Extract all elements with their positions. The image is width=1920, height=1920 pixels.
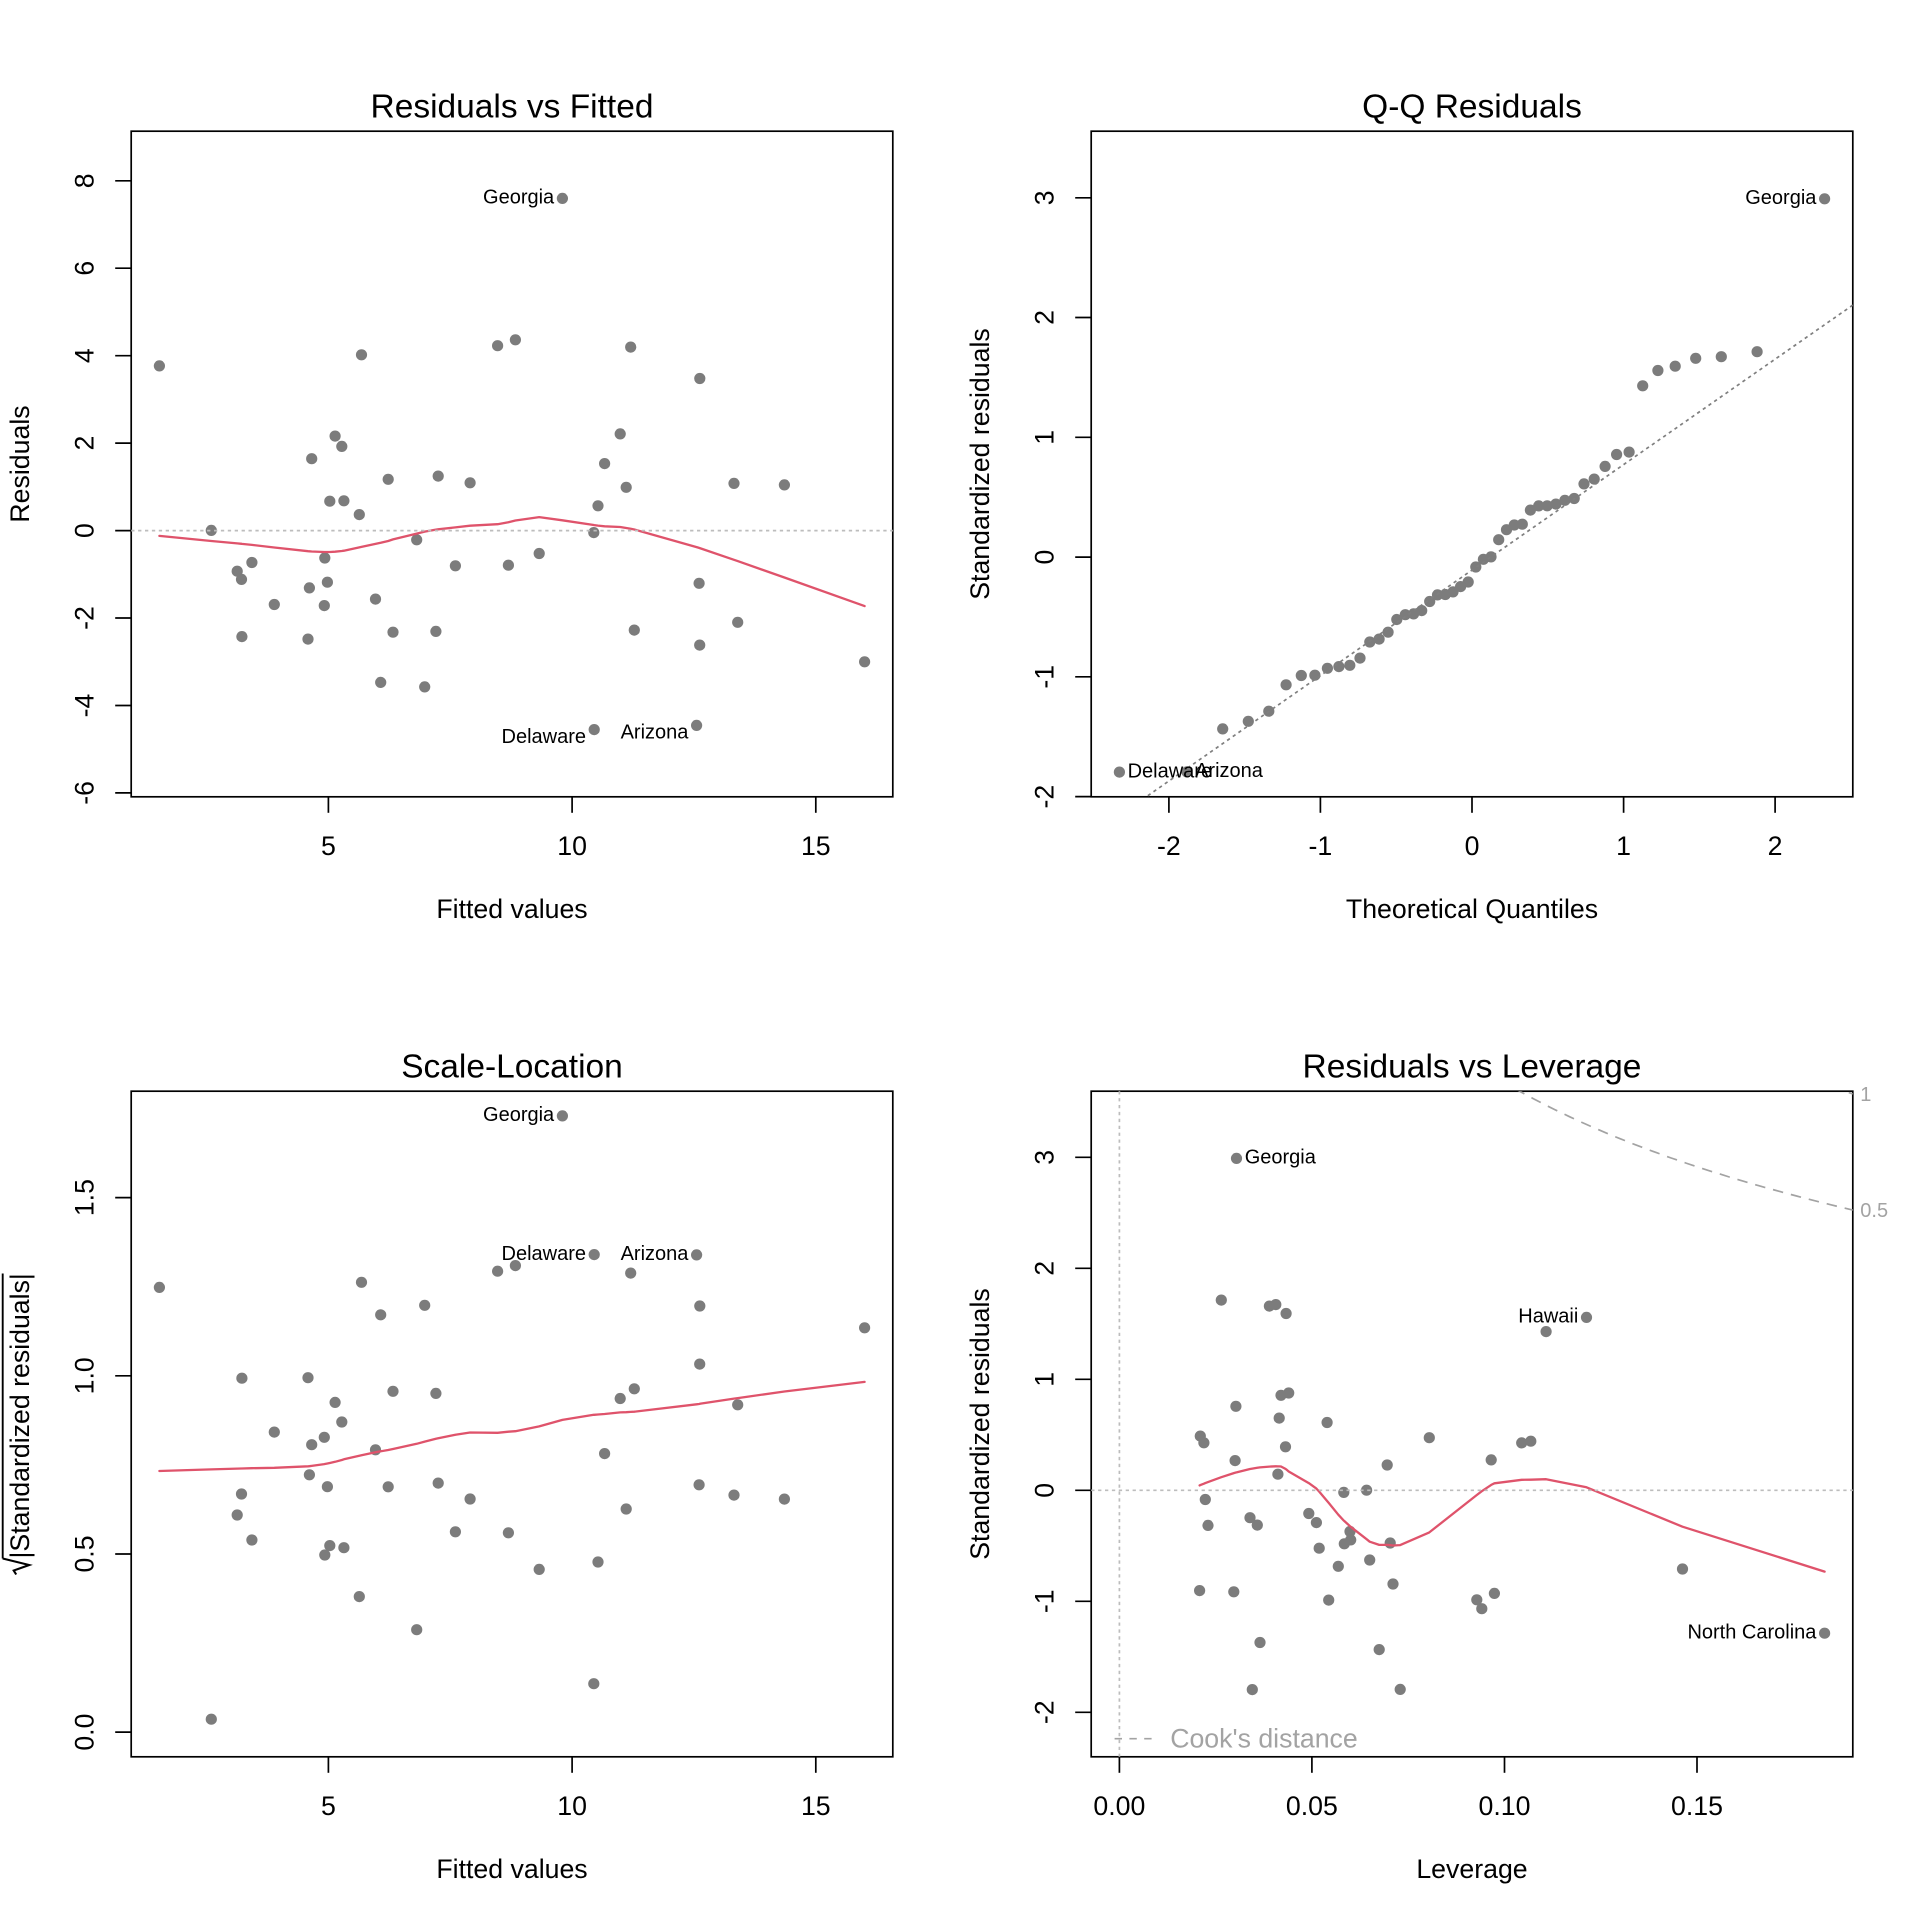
- svg-text:0: 0: [1029, 1483, 1059, 1498]
- svg-text:0.15: 0.15: [1671, 1791, 1723, 1821]
- svg-text:Residuals vs Fitted: Residuals vs Fitted: [371, 88, 654, 125]
- svg-text:-4: -4: [69, 693, 99, 717]
- svg-text:0.5: 0.5: [1860, 1200, 1888, 1222]
- svg-text:1: 1: [1616, 831, 1631, 861]
- svg-text:10: 10: [557, 831, 587, 861]
- svg-text:5: 5: [321, 1791, 336, 1821]
- svg-text:Delaware: Delaware: [502, 726, 586, 748]
- svg-text:Fitted values: Fitted values: [436, 1854, 587, 1884]
- svg-text:Delaware: Delaware: [1128, 760, 1212, 782]
- svg-text:0: 0: [1465, 831, 1480, 861]
- svg-text:Delaware: Delaware: [502, 1243, 586, 1265]
- svg-text:Standardized residuals: Standardized residuals: [965, 1288, 995, 1560]
- svg-text:4: 4: [69, 348, 99, 363]
- svg-text:Arizona: Arizona: [621, 722, 690, 744]
- svg-text:North Carolina: North Carolina: [1687, 1622, 1817, 1644]
- svg-text:3: 3: [1029, 1150, 1059, 1165]
- svg-text:1: 1: [1029, 430, 1059, 445]
- svg-text:-1: -1: [1029, 665, 1059, 689]
- svg-text:Cook's distance: Cook's distance: [1170, 1723, 1358, 1753]
- svg-text:15: 15: [801, 831, 831, 861]
- svg-text:Georgia: Georgia: [1745, 187, 1817, 209]
- svg-text:Georgia: Georgia: [483, 1104, 555, 1126]
- svg-text:1: 1: [1029, 1372, 1059, 1387]
- svg-text:0.5: 0.5: [69, 1535, 99, 1572]
- svg-text:15: 15: [801, 1791, 831, 1821]
- svg-text:Standardized residuals: Standardized residuals: [965, 328, 995, 600]
- svg-text:Georgia: Georgia: [483, 187, 555, 209]
- svg-text:Leverage: Leverage: [1416, 1854, 1527, 1884]
- svg-text:Arizona: Arizona: [621, 1243, 690, 1265]
- svg-text:3: 3: [1029, 190, 1059, 205]
- svg-text:Q-Q Residuals: Q-Q Residuals: [1362, 88, 1582, 125]
- svg-text:2: 2: [1768, 831, 1783, 861]
- svg-text:|Standardized residuals|: |Standardized residuals|: [5, 1273, 35, 1558]
- svg-text:10: 10: [557, 1791, 587, 1821]
- svg-text:1: 1: [1860, 1084, 1871, 1106]
- svg-text:2: 2: [1029, 310, 1059, 325]
- svg-text:-2: -2: [1157, 831, 1181, 861]
- svg-text:Residuals vs Leverage: Residuals vs Leverage: [1303, 1048, 1642, 1085]
- svg-text:6: 6: [69, 261, 99, 276]
- svg-text:1.5: 1.5: [69, 1179, 99, 1216]
- svg-text:Georgia: Georgia: [1245, 1147, 1317, 1169]
- svg-text:2: 2: [69, 436, 99, 451]
- svg-text:Hawaii: Hawaii: [1518, 1306, 1578, 1328]
- svg-text:-2: -2: [1029, 1700, 1059, 1724]
- svg-text:Fitted values: Fitted values: [436, 894, 587, 924]
- svg-text:Arizona: Arizona: [1195, 760, 1264, 782]
- svg-text:-2: -2: [69, 606, 99, 630]
- svg-text:0.05: 0.05: [1286, 1791, 1338, 1821]
- svg-text:-1: -1: [1309, 831, 1333, 861]
- svg-text:0.10: 0.10: [1479, 1791, 1531, 1821]
- svg-text:Scale-Location: Scale-Location: [401, 1048, 623, 1085]
- svg-text:0.0: 0.0: [69, 1714, 99, 1751]
- svg-text:Theoretical Quantiles: Theoretical Quantiles: [1346, 894, 1598, 924]
- svg-text:-6: -6: [69, 781, 99, 805]
- svg-text:0.00: 0.00: [1093, 1791, 1145, 1821]
- svg-text:0: 0: [69, 523, 99, 538]
- svg-text:8: 8: [69, 173, 99, 188]
- svg-text:5: 5: [321, 831, 336, 861]
- svg-text:2: 2: [1029, 1261, 1059, 1276]
- svg-text:-2: -2: [1029, 785, 1059, 809]
- svg-text:1.0: 1.0: [69, 1357, 99, 1394]
- svg-text:0: 0: [1029, 550, 1059, 565]
- svg-text:Residuals: Residuals: [5, 405, 35, 522]
- svg-text:-1: -1: [1029, 1589, 1059, 1613]
